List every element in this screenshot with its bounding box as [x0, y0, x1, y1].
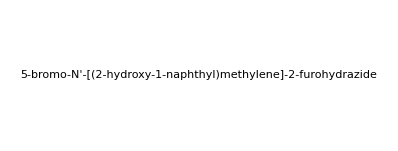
Text: 5-bromo-N'-[(2-hydroxy-1-naphthyl)methylene]-2-furohydrazide: 5-bromo-N'-[(2-hydroxy-1-naphthyl)methyl…	[21, 71, 377, 80]
